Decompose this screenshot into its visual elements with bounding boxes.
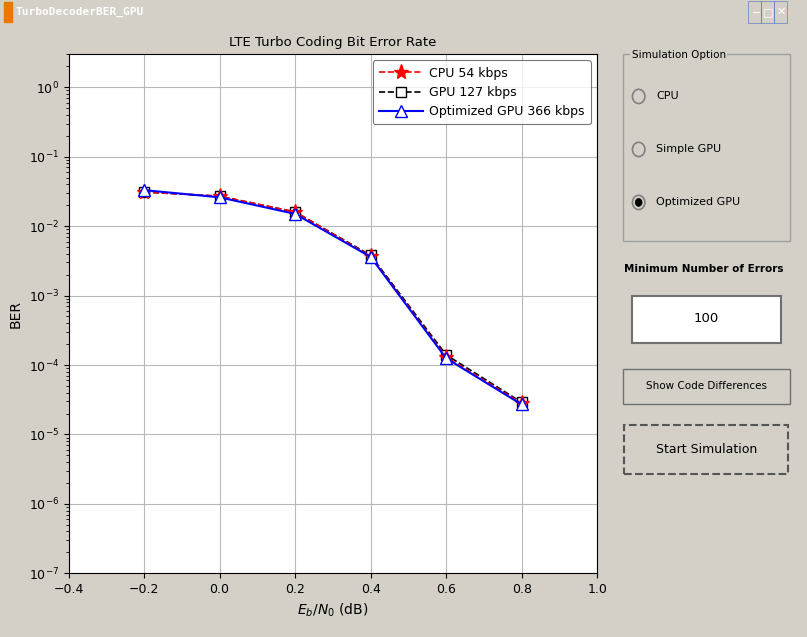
- Polygon shape: [4, 3, 12, 22]
- Text: Start Simulation: Start Simulation: [655, 443, 757, 455]
- Text: ─: ─: [751, 7, 759, 17]
- Text: CPU: CPU: [656, 92, 679, 101]
- Bar: [625, 425, 788, 475]
- Text: TurboDecoderBER_GPU: TurboDecoderBER_GPU: [16, 7, 144, 17]
- Optimized GPU 366 kbps: [215, 194, 224, 201]
- Y-axis label: BER: BER: [9, 300, 23, 327]
- GPU 127 kbps: [215, 192, 224, 200]
- Circle shape: [635, 199, 642, 206]
- Text: Optimized GPU: Optimized GPU: [656, 197, 741, 208]
- CPU 54 kbps: [516, 399, 526, 407]
- Bar: [748, 1, 761, 23]
- Legend: CPU 54 kbps, GPU 127 kbps, Optimized GPU 366 kbps: CPU 54 kbps, GPU 127 kbps, Optimized GPU…: [373, 61, 591, 124]
- Bar: [623, 369, 789, 404]
- Bar: [761, 1, 774, 23]
- Line: CPU 54 kbps: CPU 54 kbps: [136, 184, 529, 411]
- GPU 127 kbps: [366, 252, 375, 259]
- Text: Simple GPU: Simple GPU: [656, 145, 721, 154]
- Text: □: □: [763, 7, 773, 17]
- CPU 54 kbps: [140, 188, 149, 196]
- Text: Simulation Option: Simulation Option: [632, 50, 725, 60]
- GPU 127 kbps: [291, 208, 300, 216]
- Text: Show Code Differences: Show Code Differences: [646, 381, 767, 391]
- GPU 127 kbps: [140, 188, 149, 196]
- CPU 54 kbps: [441, 354, 451, 361]
- CPU 54 kbps: [215, 192, 224, 200]
- CPU 54 kbps: [291, 208, 300, 216]
- Bar: [774, 1, 787, 23]
- Text: 100: 100: [693, 312, 719, 325]
- Bar: [632, 296, 780, 343]
- X-axis label: $E_b/N_0$ (dB): $E_b/N_0$ (dB): [297, 601, 369, 619]
- CPU 54 kbps: [366, 252, 375, 260]
- Line: Optimized GPU 366 kbps: Optimized GPU 366 kbps: [138, 184, 528, 411]
- Optimized GPU 366 kbps: [516, 401, 526, 408]
- Optimized GPU 366 kbps: [441, 354, 451, 362]
- Title: LTE Turbo Coding Bit Error Rate: LTE Turbo Coding Bit Error Rate: [229, 36, 437, 49]
- Optimized GPU 366 kbps: [366, 253, 375, 261]
- Optimized GPU 366 kbps: [140, 186, 149, 194]
- Line: GPU 127 kbps: GPU 127 kbps: [140, 187, 526, 407]
- Text: ✕: ✕: [776, 7, 786, 17]
- Text: Minimum Number of Errors: Minimum Number of Errors: [625, 264, 784, 274]
- GPU 127 kbps: [441, 351, 451, 359]
- GPU 127 kbps: [516, 399, 526, 406]
- Optimized GPU 366 kbps: [291, 210, 300, 218]
